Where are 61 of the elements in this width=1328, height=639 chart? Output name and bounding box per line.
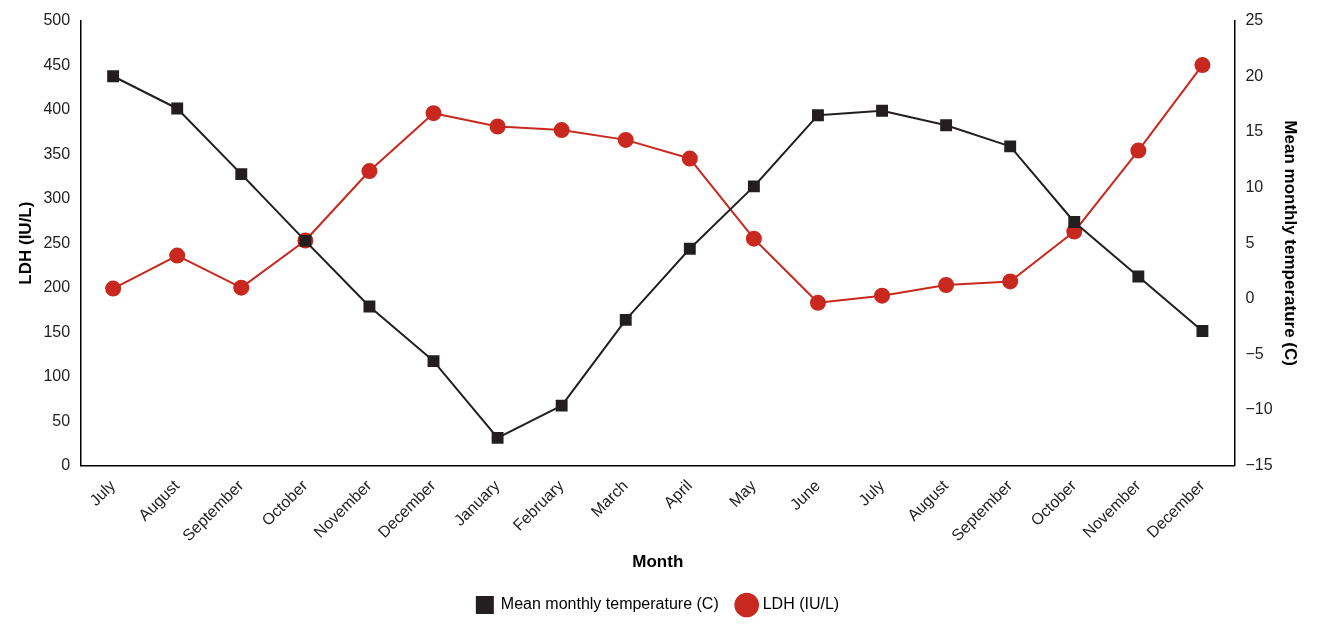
- point: [938, 276, 955, 293]
- y-tick-label: 150: [43, 322, 71, 340]
- point: [1068, 216, 1081, 228]
- point: [169, 247, 186, 264]
- point: [683, 242, 696, 255]
- legend-label: Mean monthly temperature (C): [500, 595, 719, 613]
- point: [1196, 325, 1209, 337]
- x-tick-label: July: [86, 476, 119, 509]
- y2-tick-label: 25: [1245, 11, 1264, 29]
- point: [171, 102, 184, 115]
- y2-tick-label: 15: [1245, 122, 1264, 140]
- point: [107, 70, 120, 83]
- y-axis-title: LDH (IU/L): [15, 201, 35, 285]
- point: [619, 313, 632, 326]
- point: [233, 279, 250, 296]
- y2-tick-label: 10: [1245, 177, 1264, 195]
- point: [363, 300, 376, 313]
- point: [940, 119, 953, 132]
- y2-tick-label: 0: [1245, 289, 1255, 307]
- point: [427, 355, 440, 368]
- point: [1004, 140, 1017, 153]
- y-tick-label: 300: [43, 189, 71, 207]
- y-tick-label: 350: [43, 144, 71, 162]
- point: [235, 168, 248, 181]
- point: [876, 104, 888, 117]
- y-tick-label: 250: [43, 233, 71, 251]
- point: [681, 150, 698, 167]
- y-tick-label: 200: [43, 278, 71, 296]
- y-tick-label: 450: [43, 55, 71, 73]
- point: [553, 122, 570, 139]
- point: [555, 399, 568, 412]
- y2-tick-label: −15: [1245, 456, 1273, 474]
- point: [105, 280, 122, 297]
- point: [491, 431, 504, 444]
- point: [617, 131, 634, 148]
- y-tick-label: 500: [43, 11, 71, 29]
- point: [747, 180, 760, 193]
- y2-axis-title: Mean monthly temperature (C): [1281, 120, 1301, 366]
- point: [874, 287, 891, 304]
- x-tick-label: July: [855, 476, 888, 509]
- y2-tick-label: −5: [1245, 344, 1264, 362]
- y-tick-label: 50: [52, 411, 71, 429]
- point: [489, 118, 506, 135]
- legend-label: LDH (IU/L): [762, 595, 840, 613]
- point: [361, 163, 378, 180]
- y2-tick-label: 5: [1245, 233, 1255, 251]
- point: [809, 294, 826, 311]
- y-tick-label: 0: [61, 456, 71, 474]
- point: [425, 105, 442, 122]
- point: [745, 230, 762, 247]
- x-tick-label: May: [725, 476, 760, 511]
- y-tick-label: 400: [43, 100, 71, 118]
- x-axis-title: Month: [632, 552, 684, 572]
- y2-tick-label: 20: [1245, 66, 1264, 84]
- y-tick-label: 100: [43, 367, 71, 385]
- y2-tick-label: −10: [1245, 400, 1273, 418]
- point: [812, 109, 824, 122]
- point: [1130, 142, 1147, 159]
- point: [1002, 273, 1019, 290]
- point: [1194, 57, 1211, 74]
- point: [1132, 270, 1145, 283]
